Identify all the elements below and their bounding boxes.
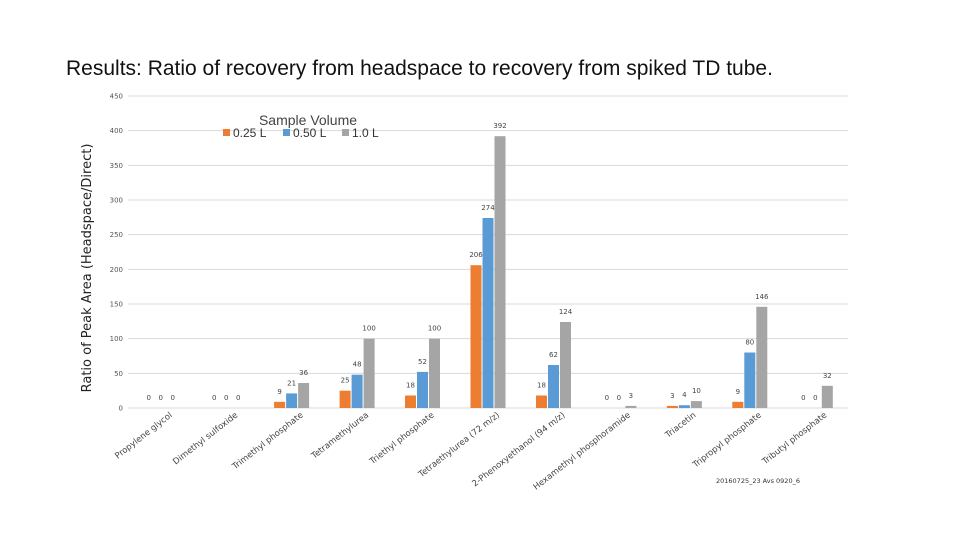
legend-label-1-0-l: 1.0 L (352, 126, 379, 140)
bar-tripropyl-phosphate-1-0-l (756, 306, 768, 408)
bar-triethyl-phosphate-0-25-l (405, 395, 416, 408)
y-tick-label-450: 450 (110, 93, 123, 101)
data-label-tripropyl-phosphate-0-50-l: 80 (745, 339, 754, 347)
data-label-triacetin-0-50-l: 4 (682, 391, 687, 399)
y-tick-label-350: 350 (110, 162, 123, 170)
data-label-dimethyl-sulfoxide-0-25-l: 0 (212, 394, 216, 402)
data-label-tetramethylurea-0-50-l: 48 (353, 361, 362, 369)
bar-tripropyl-phosphate-0-50-l (744, 352, 756, 408)
data-label-dimethyl-sulfoxide-1-0-l: 0 (236, 394, 240, 402)
legend-swatch-0-25-l (223, 129, 230, 136)
data-label-trimethyl-phosphate-0-50-l: 21 (287, 379, 296, 387)
legend: Sample Volume 0.25 L 0.50 L 1.0 L (223, 112, 379, 140)
y-tick-label-250: 250 (110, 231, 123, 239)
y-tick-label-200: 200 (110, 266, 123, 274)
bar-triacetin-0-50-l (678, 405, 690, 408)
data-label-hexamethyl-phosphoramide-1-0-l: 3 (629, 392, 633, 400)
data-label-tripropyl-phosphate-1-0-l: 146 (755, 293, 769, 301)
data-label-triethyl-phosphate-1-0-l: 100 (428, 325, 441, 333)
category-label-propylene-glycol: Propylene glycol (113, 410, 174, 461)
bar-trimethyl-phosphate-0-50-l (286, 393, 298, 408)
y-tick-label-0: 0 (119, 405, 123, 413)
data-label-trimethyl-phosphate-0-25-l: 9 (277, 388, 281, 396)
bar-triacetin-0-25-l (666, 405, 678, 408)
y-tick-label-50: 50 (114, 370, 123, 378)
data-label-tributyl-phosphate-0-25-l: 0 (801, 394, 805, 402)
y-axis-title: Ratio of Peak Area (Headspace/Direct) (80, 144, 95, 393)
data-label-triacetin-1-0-l: 10 (692, 387, 701, 395)
category-label-tributyl-phosphate: Tributyl phosphate (760, 410, 829, 467)
data-label-triacetin-0-25-l: 3 (670, 392, 674, 400)
data-labels: 0 0 0 0 0 09213625481001852100206274392186212… (146, 122, 831, 402)
category-label-tetramethylurea: Tetramethylurea (309, 410, 371, 461)
data-label-tripropyl-phosphate-0-25-l: 9 (736, 388, 740, 396)
bar-triacetin-1-0-l (690, 401, 702, 408)
bar-2-phenoxyethanol-94-m-z-1-0-l (560, 322, 571, 408)
y-axis-ticks: 0 50 100 150 200 250 300 350 400 450 (110, 93, 123, 413)
data-label-tetraethylurea-72-m-z-0-50-l: 274 (481, 204, 495, 212)
footer-annotation: 20160725_23 Avs 0920_6 (716, 477, 800, 485)
bar-tetramethylurea-0-25-l (339, 390, 351, 408)
bar-2-phenoxyethanol-94-m-z-0-50-l (548, 365, 559, 408)
bar-triethyl-phosphate-1-0-l (429, 338, 440, 408)
data-label-2-phenoxyethanol-94-m-z-0-50-l: 62 (549, 351, 558, 359)
legend-label-0-50-l: 0.50 L (293, 126, 327, 140)
category-label-triethyl-phosphate: Triethyl phosphate (367, 410, 436, 467)
data-label-tetraethylurea-72-m-z-1-0-l: 392 (493, 122, 506, 130)
bar-tripropyl-phosphate-0-25-l (732, 401, 744, 408)
bar-trimethyl-phosphate-1-0-l (298, 383, 310, 408)
bar-trimethyl-phosphate-0-25-l (274, 401, 286, 408)
data-label-tetraethylurea-72-m-z-0-25-l: 206 (469, 251, 483, 259)
data-label-propylene-glycol-0-25-l: 0 (146, 394, 150, 402)
data-label-tetramethylurea-1-0-l: 100 (362, 325, 375, 333)
legend-swatch-0-50-l (283, 129, 290, 136)
y-tick-label-400: 400 (110, 127, 123, 135)
data-label-triethyl-phosphate-0-50-l: 52 (418, 358, 427, 366)
category-label-dimethyl-sulfoxide: Dimethyl sulfoxide (171, 410, 240, 467)
data-label-hexamethyl-phosphoramide-0-50-l: 0 (617, 394, 621, 402)
slide-title: Results: Ratio of recovery from headspac… (66, 57, 773, 80)
category-label-trimethyl-phosphate: Trimethyl phosphate (230, 410, 306, 472)
data-label-tributyl-phosphate-0-50-l: 0 (813, 394, 817, 402)
data-label-2-phenoxyethanol-94-m-z-0-25-l: 18 (537, 382, 546, 390)
data-label-dimethyl-sulfoxide-0-50-l: 0 (224, 394, 228, 402)
bars (274, 136, 833, 408)
data-label-tributyl-phosphate-1-0-l: 32 (823, 372, 832, 380)
data-label-propylene-glycol-1-0-l: 0 (170, 394, 174, 402)
bar-tributyl-phosphate-1-0-l (821, 385, 833, 408)
bar-triethyl-phosphate-0-50-l (417, 371, 428, 408)
bar-2-phenoxyethanol-94-m-z-0-25-l (536, 395, 547, 408)
bar-tetraethylurea-72-m-z-1-0-l (494, 136, 506, 408)
category-label-tripropyl-phosphate: Tripropyl phosphate (690, 410, 763, 470)
y-tick-label-300: 300 (110, 197, 123, 205)
legend-label-0-25-l: 0.25 L (233, 126, 267, 140)
data-label-propylene-glycol-0-50-l: 0 (158, 394, 162, 402)
legend-title: Sample Volume (259, 112, 357, 128)
data-label-2-phenoxyethanol-94-m-z-1-0-l: 124 (559, 308, 573, 316)
y-tick-label-100: 100 (110, 335, 123, 343)
data-label-triethyl-phosphate-0-25-l: 18 (406, 382, 415, 390)
bar-tetramethylurea-1-0-l (363, 338, 375, 408)
bar-tetraethylurea-72-m-z-0-50-l (482, 218, 494, 408)
data-label-trimethyl-phosphate-1-0-l: 36 (299, 369, 308, 377)
category-label-triacetin: Triacetin (663, 410, 698, 441)
data-label-hexamethyl-phosphoramide-0-25-l: 0 (605, 394, 609, 402)
data-label-tetramethylurea-0-25-l: 25 (341, 377, 350, 385)
bar-tetramethylurea-0-50-l (351, 374, 363, 408)
bar-hexamethyl-phosphoramide-1-0-l (625, 405, 637, 408)
bar-tetraethylurea-72-m-z-0-25-l (470, 265, 482, 408)
legend-swatch-1-0-l (342, 129, 349, 136)
y-tick-label-150: 150 (110, 301, 123, 309)
